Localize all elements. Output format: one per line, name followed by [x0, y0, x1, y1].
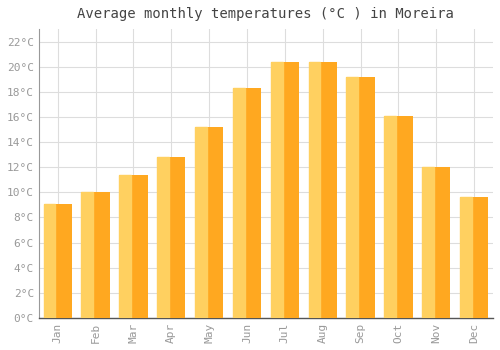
Bar	[119, 175, 131, 318]
Bar	[270, 62, 299, 318]
Bar	[119, 175, 148, 318]
Bar	[308, 62, 320, 318]
Bar	[422, 167, 434, 318]
Bar	[384, 116, 396, 318]
Bar	[460, 197, 488, 318]
Bar	[157, 157, 169, 318]
Bar	[346, 77, 375, 318]
Bar	[346, 77, 358, 318]
Bar	[82, 193, 110, 318]
Bar	[270, 62, 282, 318]
Bar	[308, 62, 337, 318]
Bar	[82, 193, 94, 318]
Bar	[233, 88, 244, 318]
Bar	[460, 197, 472, 318]
Bar	[157, 157, 186, 318]
Bar	[233, 88, 261, 318]
Bar	[384, 116, 412, 318]
Bar	[422, 167, 450, 318]
Bar	[195, 127, 224, 318]
Bar	[44, 204, 72, 318]
Title: Average monthly temperatures (°C ) in Moreira: Average monthly temperatures (°C ) in Mo…	[78, 7, 454, 21]
Bar	[195, 127, 207, 318]
Bar	[44, 204, 56, 318]
